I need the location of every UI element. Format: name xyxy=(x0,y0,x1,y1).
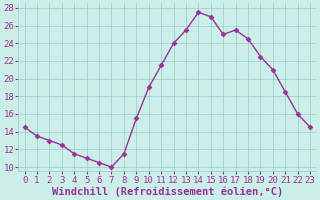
X-axis label: Windchill (Refroidissement éolien,°C): Windchill (Refroidissement éolien,°C) xyxy=(52,186,283,197)
